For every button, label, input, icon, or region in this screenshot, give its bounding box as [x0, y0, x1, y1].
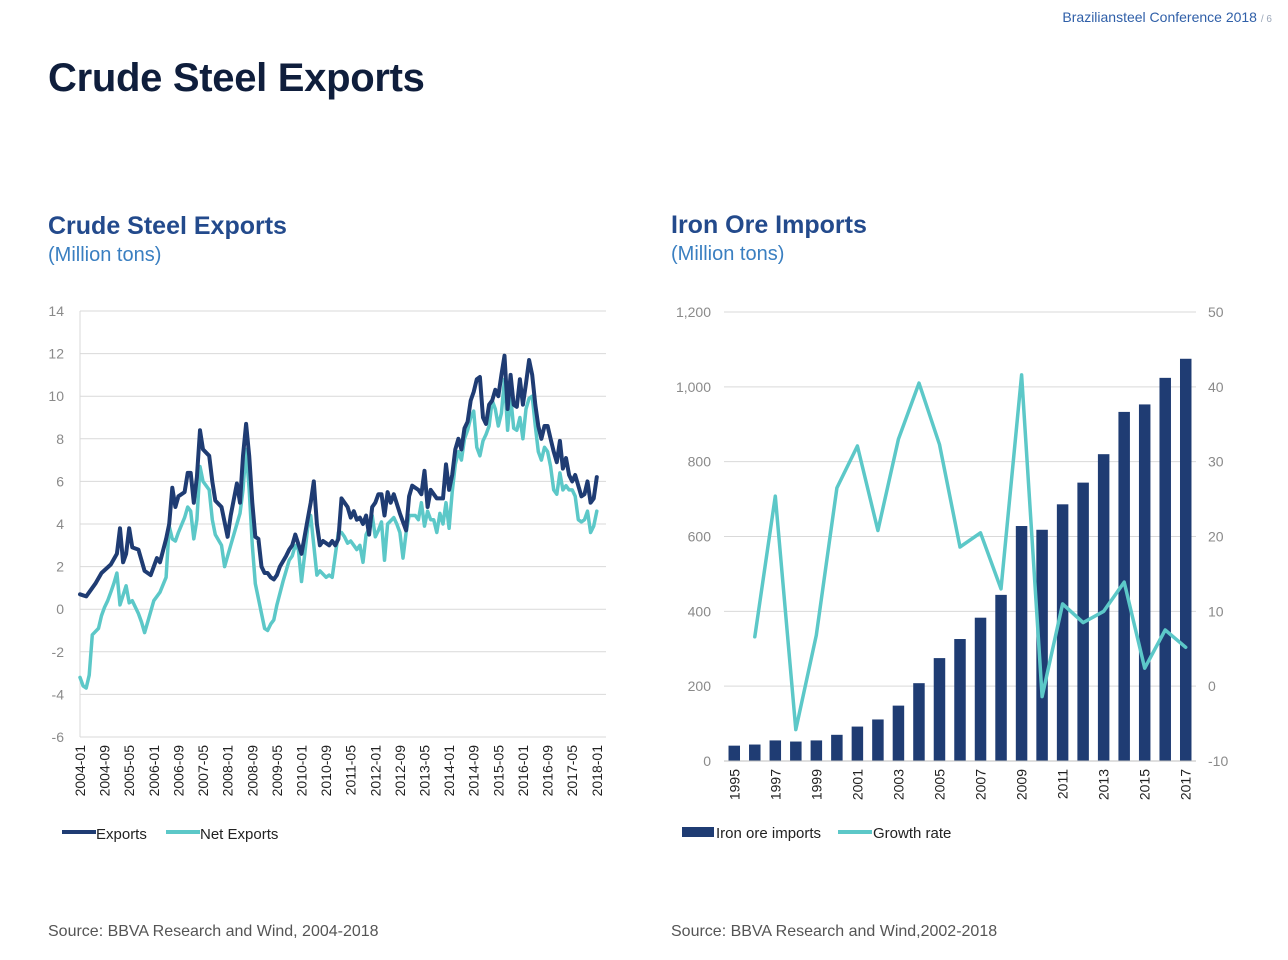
iron-ore-bar [1179, 358, 1192, 761]
left-y-tick-label: 10 [48, 388, 64, 404]
iron-ore-bar [933, 658, 946, 761]
right-y-tick-label: 1,200 [676, 304, 711, 320]
left-y-tick-label: 8 [56, 431, 64, 447]
iron-ore-bar [1056, 504, 1069, 761]
right-y2-tick-label: 20 [1208, 529, 1224, 545]
right-chart-title: Iron Ore Imports [671, 211, 867, 239]
left-x-tick-label: 2014-01 [441, 745, 457, 797]
iron-ore-bar [913, 683, 925, 761]
page-number: / 6 [1260, 14, 1272, 25]
right-x-tick-label: 2003 [890, 769, 906, 800]
left-y-tick-label: -4 [52, 686, 65, 702]
left-x-tick-label: 2005-05 [121, 745, 137, 797]
left-x-tick-label: 2010-09 [318, 745, 334, 797]
iron-ore-bar [851, 726, 864, 761]
right-chart-unit: (Million tons) [671, 243, 785, 265]
right-y-tick-label: 0 [703, 753, 711, 769]
left-x-tick-label: 2006-09 [170, 745, 186, 797]
right-y2-tick-label: 50 [1208, 304, 1224, 320]
conference-header: Braziliansteel Conference 2018 / 6 [1062, 9, 1272, 25]
iron-ore-bar [1015, 526, 1028, 761]
right-y-tick-label: 200 [688, 678, 712, 694]
right-x-tick-label: 2009 [1014, 769, 1030, 800]
left-x-tick-label: 2006-01 [146, 745, 162, 797]
right-x-tick-label: 1999 [808, 769, 824, 800]
iron-ore-bar [892, 705, 905, 761]
right-x-tick-label: 1995 [726, 769, 742, 800]
right-y2-tick-label: 0 [1208, 678, 1216, 694]
right-x-tick-label: 2001 [849, 769, 865, 800]
right-y-tick-label: 600 [688, 529, 712, 545]
exports-line [78, 353, 599, 599]
iron-ore-bar [728, 745, 741, 761]
left-x-tick-label: 2016-09 [540, 745, 556, 797]
right-x-tick-label: 2007 [973, 769, 989, 800]
left-x-tick-label: 2004-01 [72, 745, 88, 797]
right-x-tick-label: 2005 [931, 769, 947, 800]
iron-ore-bar [1159, 377, 1171, 761]
iron-ore-bar [769, 740, 782, 761]
left-y-tick-label: -6 [52, 729, 65, 745]
right-y-tick-label: 1,000 [676, 379, 711, 395]
left-x-tick-label: 2013-05 [417, 745, 433, 797]
left-x-tick-label: 2018-01 [589, 745, 605, 797]
legend-net-exports-label: Net Exports [200, 826, 278, 843]
iron-ore-bar [1138, 404, 1151, 761]
right-y2-tick-label: -10 [1208, 753, 1228, 769]
left-x-tick-label: 2007-05 [195, 745, 211, 797]
legend-iron-ore-swatch [682, 827, 714, 837]
iron-ore-bar [749, 744, 761, 761]
iron-ore-bar [831, 734, 843, 761]
left-y-tick-label: -2 [52, 644, 65, 660]
growth-rate-line [753, 373, 1188, 732]
left-y-tick-label: 12 [48, 346, 64, 362]
left-x-tick-label: 2009-05 [269, 745, 285, 797]
left-x-tick-label: 2011-05 [343, 745, 359, 796]
page-title: Crude Steel Exports [48, 56, 425, 100]
left-chart-unit: (Million tons) [48, 244, 162, 266]
left-y-tick-label: 14 [48, 303, 64, 319]
iron-ore-bar [810, 740, 823, 761]
legend-iron-ore-label: Iron ore imports [716, 825, 821, 842]
left-y-tick-label: 2 [56, 559, 64, 575]
legend-growth-label: Growth rate [873, 825, 951, 842]
iron-ore-bar [872, 719, 884, 761]
left-x-tick-label: 2004-09 [97, 745, 113, 797]
right-x-tick-label: 2015 [1137, 769, 1153, 800]
right-x-tick-label: 2013 [1096, 769, 1112, 800]
right-chart-source: Source: BBVA Research and Wind,2002-2018 [671, 923, 998, 940]
net-exports-line [78, 377, 599, 690]
left-y-tick-label: 6 [56, 473, 64, 489]
left-x-tick-label: 2012-01 [367, 745, 383, 797]
iron-ore-bar [954, 639, 966, 761]
left-x-tick-label: 2014-09 [466, 745, 482, 797]
left-chart-title: Crude Steel Exports [48, 212, 287, 240]
right-x-tick-label: 2011 [1055, 769, 1071, 799]
left-x-tick-label: 2017-05 [564, 745, 580, 797]
left-chart-source: Source: BBVA Research and Wind, 2004-201… [48, 923, 379, 940]
right-y-tick-label: 400 [688, 603, 712, 619]
right-y2-tick-label: 30 [1208, 454, 1224, 470]
iron-ore-bar [974, 617, 987, 761]
right-x-tick-label: 1997 [767, 769, 783, 800]
left-x-tick-label: 2008-09 [244, 745, 260, 797]
right-x-tick-label: 2017 [1178, 769, 1194, 800]
right-y-tick-label: 800 [688, 454, 712, 470]
iron-ore-bar [1036, 529, 1048, 761]
left-x-tick-label: 2012-09 [392, 745, 408, 797]
left-y-tick-label: 0 [56, 601, 64, 617]
left-x-tick-label: 2015-05 [490, 745, 506, 797]
legend-exports-label: Exports [96, 826, 147, 843]
left-y-tick-label: 4 [56, 516, 64, 532]
left-x-tick-label: 2008-01 [220, 745, 236, 797]
conference-name: Braziliansteel Conference 2018 [1062, 9, 1257, 25]
iron-ore-bar [790, 741, 802, 761]
right-y2-tick-label: 10 [1208, 603, 1224, 619]
left-x-tick-label: 2010-01 [293, 745, 309, 797]
left-x-tick-label: 2016-01 [515, 745, 531, 797]
right-y2-tick-label: 40 [1208, 379, 1224, 395]
iron-ore-bar [1097, 454, 1110, 761]
iron-ore-bar [995, 594, 1007, 761]
